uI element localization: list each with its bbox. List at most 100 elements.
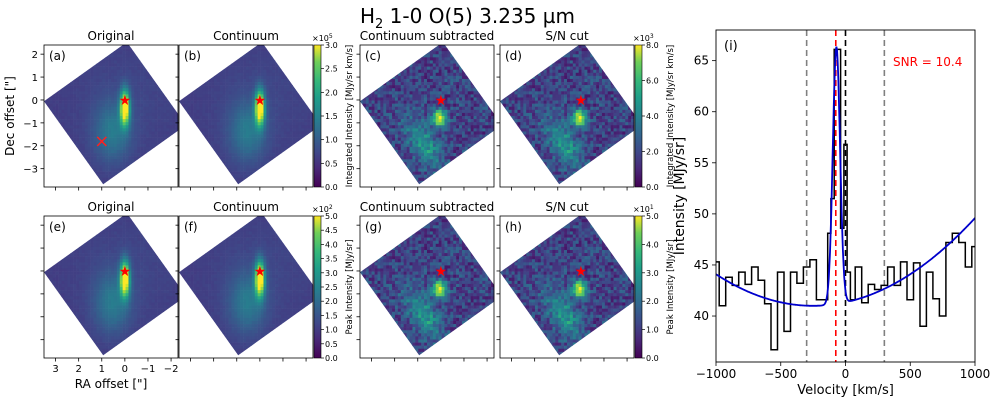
source-star-marker: ★: [435, 93, 448, 109]
y-tick-label: 40: [694, 309, 709, 323]
source-star-marker: ★: [575, 93, 588, 109]
colorbar-tick-label: 2.0: [646, 148, 659, 157]
x-tick-label: 0: [842, 367, 850, 381]
colorbar-tick-label: 2.5: [325, 283, 338, 292]
ra-tick-label: 1: [99, 364, 105, 375]
source-star-marker: ★: [575, 264, 588, 280]
colorbar-tick-label: 0.0: [646, 354, 659, 363]
map-panel-e: Original (e) ★: [41, 200, 179, 362]
colorbar-tick-label: 1.5: [325, 112, 338, 121]
x-axis-label: Velocity [km/s]: [797, 383, 894, 398]
colorbar-tick-label: 1.5: [325, 311, 338, 320]
dec-tick-label: −2: [23, 142, 38, 153]
x-tick-label: 500: [899, 367, 922, 381]
colorbar-cb3: 0.00.51.01.52.02.53.03.54.04.55.0×102Pea…: [312, 204, 355, 363]
colorbar-label: Peak Intensity [MJy/sr]: [345, 240, 355, 335]
dec-axis-label: Dec offset ["]: [3, 76, 17, 156]
map-panel-g: Continuum subtracted (g) ★: [357, 200, 495, 362]
panel-label-f: (f): [184, 220, 198, 234]
y-tick-label: 45: [694, 258, 709, 272]
panel-label-h: (h): [505, 220, 522, 234]
panel-label-d: (d): [505, 49, 522, 63]
scale-base: ×10: [633, 34, 650, 43]
colorbar-tick-label: 1.0: [325, 326, 338, 335]
colorbar-tick-label: 0.5: [325, 159, 338, 168]
scale-exponent: 5: [329, 33, 333, 40]
panel-title-f: Continuum: [213, 200, 279, 214]
source-star-marker: ★: [119, 93, 132, 109]
y-axis-label: Intensity [MJy/sr]: [672, 137, 688, 256]
colorbar-gradient: [314, 216, 321, 358]
title-main: H: [360, 4, 375, 28]
spectrum-plot-area: [716, 30, 975, 362]
snr-annotation: SNR = 10.4: [893, 55, 962, 69]
colorbar-tick-label: 6.0: [646, 77, 659, 86]
source-star-marker: ★: [119, 264, 132, 280]
colorbar-tick-label: 2.0: [325, 88, 338, 97]
panel-label-g: (g): [365, 220, 382, 234]
panel-title-g: Continuum subtracted: [360, 200, 494, 214]
colorbar-tick-label: 0.0: [325, 354, 338, 363]
ra-tick-label: −1: [141, 364, 156, 375]
colorbar-label: Integrated Intensity [MJy/sr km/s]: [345, 45, 355, 187]
map-panel-c: Continuum subtracted(c)★: [357, 29, 495, 191]
panel-title-h: S/N cut: [545, 200, 589, 214]
scale-base: ×10: [633, 205, 650, 214]
dec-tick-label: −3: [23, 165, 38, 176]
colorbar-gradient: [635, 216, 642, 358]
colorbar-tick-label: 2.5: [325, 65, 338, 74]
colorbar-gradient: [314, 45, 321, 187]
colorbar-tick-label: 0.0: [325, 183, 338, 192]
scale-exponent: 1: [650, 204, 654, 211]
panel-label-c: (c): [365, 49, 381, 63]
panel-label-a: (a): [49, 49, 66, 63]
y-tick-label: 65: [694, 54, 709, 68]
map-panel-b: Continuum (b) ★: [176, 29, 314, 191]
ra-axis-label: RA offset ["]: [75, 377, 148, 391]
colorbar-tick-label: 1.0: [325, 136, 338, 145]
map-panel-f: Continuum (f) ★: [176, 200, 314, 362]
y-tick-label: 60: [694, 105, 709, 119]
y-tick-label: 50: [694, 207, 709, 221]
map-panel-a: Original (a) ★ ×: [41, 29, 179, 191]
colorbar-tick-label: 1.0: [646, 326, 659, 335]
title-rest: 1-0 O(5) 3.235 µm: [383, 4, 575, 28]
panel-label-e: (e): [49, 220, 66, 234]
colorbar-tick-label: 0.5: [325, 340, 338, 349]
colorbar-gradient: [635, 45, 642, 187]
colorbar-tick-label: 2.0: [646, 297, 659, 306]
colorbar-tick-label: 4.0: [646, 112, 659, 121]
map-panel-h: S/N cut (h) ★: [497, 200, 635, 362]
panel-title-e: Original: [88, 200, 135, 214]
panel-label-b: (b): [184, 49, 201, 63]
dec-tick-label: 2: [32, 50, 38, 61]
colorbar-tick-label: 3.0: [325, 269, 338, 278]
scale-base: ×10: [312, 205, 329, 214]
source-star-marker: ★: [254, 93, 267, 109]
scale-exponent: 2: [329, 204, 333, 211]
dec-tick-label: 0: [32, 96, 38, 107]
scale-exponent: 3: [650, 33, 654, 40]
ra-tick-label: −2: [164, 364, 179, 375]
ra-tick-label: 2: [75, 364, 81, 375]
x-tick-label: −500: [764, 367, 797, 381]
colorbar-tick-label: 0.0: [646, 183, 659, 192]
source-star-marker: ★: [435, 264, 448, 280]
y-tick-label: 55: [694, 156, 709, 170]
x-marker: ×: [94, 131, 109, 152]
panel-title-a: Original: [88, 29, 135, 43]
colorbar-tick-label: 3.0: [646, 269, 659, 278]
panel-title-b: Continuum: [213, 29, 279, 43]
colorbar-tick-label: 4.0: [646, 240, 659, 249]
x-tick-label: −1000: [696, 367, 737, 381]
source-star-marker: ★: [254, 264, 267, 280]
figure-title: H2 1-0 O(5) 3.235 µm: [360, 4, 575, 32]
scale-base: ×10: [312, 34, 329, 43]
ra-tick-label: 0: [122, 364, 128, 375]
colorbar-tick-label: 3.5: [325, 255, 338, 264]
